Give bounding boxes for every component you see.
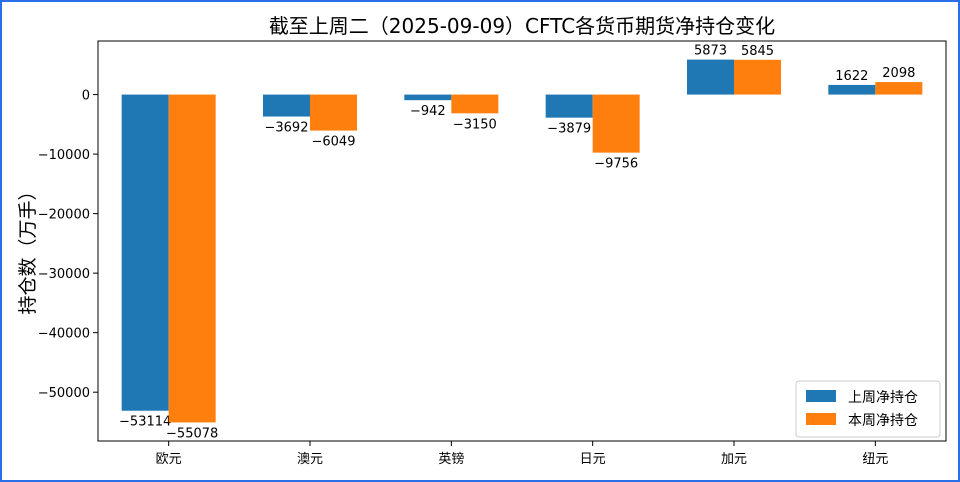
- x-tick-label-1: 澳元: [297, 451, 323, 467]
- legend-swatch-1: [806, 413, 836, 425]
- y-tick-label-4: −40000: [38, 327, 90, 342]
- bar-last-week-2: [404, 94, 452, 101]
- bar-this-week-4: [734, 59, 781, 95]
- x-tick-label-0: 欧元: [156, 452, 182, 467]
- y-tick-label-1: −10000: [38, 148, 90, 163]
- plot-frame: [97, 40, 947, 442]
- x-tick-label-2: 英镑: [438, 451, 464, 467]
- plot-area: −53114−55078 欧元 −3692−6049 澳元 −942 −3150 英镑 −38…: [38, 40, 947, 467]
- bar-this-week-1: [310, 94, 357, 131]
- data-label-last-week-2: −942: [410, 104, 446, 119]
- bar-last-week-5: [828, 84, 876, 95]
- legend-label-1: 本周净持仓: [848, 413, 918, 429]
- data-label-this-week-3: −9756: [594, 157, 638, 172]
- data-label-last-week-5: 1622: [835, 69, 868, 84]
- data-label-last-week-1: −3692: [265, 121, 309, 136]
- data-label-last-week-3: −3879: [547, 122, 591, 137]
- x-tick-label-4: 加元: [721, 452, 747, 467]
- data-label-this-week-5: 2098: [882, 66, 915, 81]
- data-label-last-week-0: −53114: [119, 415, 171, 430]
- bar-this-week-0: [168, 94, 216, 423]
- x-tick-label-3: 日元: [580, 452, 606, 467]
- data-label-this-week-2: −3150: [453, 117, 497, 132]
- chart-title: 截至上周二（2025-09-09）CFTC各货币期货净持仓变化: [269, 14, 775, 38]
- data-label-this-week-0: −55078: [166, 426, 218, 441]
- y-tick-label-2: −20000: [38, 208, 90, 223]
- y-tick-label-3: −30000: [38, 267, 90, 282]
- x-tick-label-5: 纽元: [862, 452, 888, 467]
- y-tick-label-5: −50000: [38, 386, 90, 401]
- data-label-this-week-1: −6049: [312, 135, 356, 150]
- bar-this-week-2: [451, 94, 499, 114]
- data-label-this-week-4: 5845: [741, 44, 774, 59]
- data-label-last-week-4: 5873: [694, 44, 727, 59]
- legend-swatch-0: [806, 390, 836, 402]
- legend-label-0: 上周净持仓: [848, 390, 918, 406]
- bar-last-week-4: [687, 59, 734, 95]
- bar-last-week-3: [545, 94, 593, 118]
- y-axis-label: 持仓数（万手）: [17, 181, 39, 314]
- bar-last-week-1: [263, 94, 310, 117]
- bar-this-week-5: [875, 82, 923, 95]
- y-tick-label-0: 0: [82, 89, 90, 104]
- bar-last-week-0: [121, 94, 169, 411]
- bar-this-week-3: [592, 94, 640, 153]
